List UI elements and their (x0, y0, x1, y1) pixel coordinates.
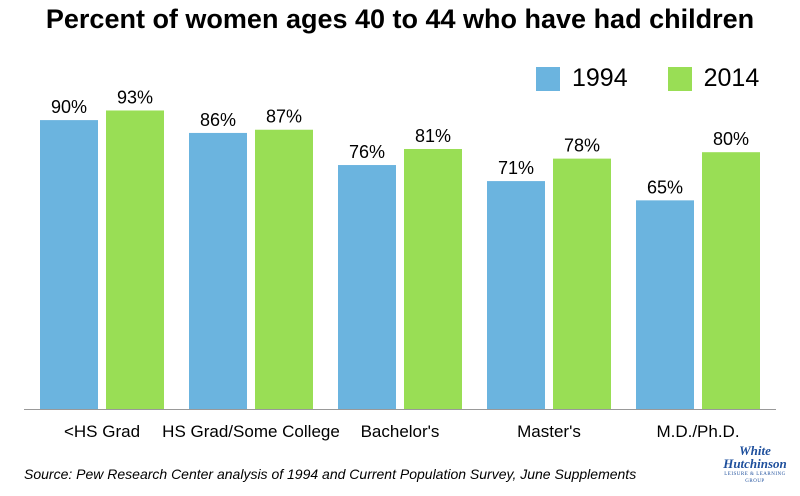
legend-swatch-1994 (536, 66, 560, 91)
legend-item-1994: 1994 (536, 64, 628, 93)
bar-2014-hs-grad-some-college (255, 129, 313, 410)
x-tick-label-hs-grad: <HS Grad (64, 422, 140, 441)
company-logo: White Hutchinson LEISURE & LEARNING GROU… (716, 444, 794, 492)
bar-1994-m-d-ph-d (636, 200, 694, 409)
x-tick-label-bachelor-s: Bachelor's (361, 422, 440, 441)
data-label-1994-hs-grad-some-college: 86% (200, 110, 236, 130)
x-tick-label-master-s: Master's (517, 422, 581, 441)
x-tick-label-hs-grad-some-college: HS Grad/Some College (162, 422, 340, 441)
bar-1994-bachelor-s (338, 165, 396, 409)
chart-title: Percent of women ages 40 to 44 who have … (45, 4, 755, 34)
logo-line-1: White (739, 443, 771, 458)
legend-label-2014: 2014 (703, 64, 760, 92)
data-label-1994-master-s: 71% (498, 158, 534, 178)
bar-2014-hs-grad (106, 110, 164, 409)
bar-1994-hs-grad-some-college (189, 132, 247, 409)
bar-1994-hs-grad (40, 120, 98, 409)
logo-tagline: LEISURE & LEARNING GROUP (724, 472, 786, 484)
legend-swatch-2014 (667, 66, 692, 91)
data-label-2014-hs-grad: 93% (117, 87, 153, 107)
data-label-2014-master-s: 78% (564, 136, 600, 156)
legend-item-2014: 2014 (667, 64, 760, 93)
legend-label-1994: 1994 (572, 64, 628, 92)
data-label-1994-m-d-ph-d: 65% (647, 177, 683, 197)
bar-2014-master-s (553, 158, 611, 409)
bar-2014-m-d-ph-d (702, 152, 760, 409)
data-label-1994-bachelor-s: 76% (349, 142, 385, 162)
chart-legend: 1994 2014 (536, 64, 799, 93)
data-label-2014-hs-grad-some-college: 87% (266, 107, 302, 127)
source-note: Source: Pew Research Center analysis of … (24, 466, 637, 482)
data-label-1994-hs-grad: 90% (51, 97, 87, 117)
x-tick-label-m-d-ph-d: M.D./Ph.D. (656, 422, 739, 441)
data-label-2014-bachelor-s: 81% (415, 126, 451, 146)
data-label-2014-m-d-ph-d: 80% (713, 129, 749, 149)
bar-2014-bachelor-s (404, 148, 462, 410)
bar-1994-master-s (487, 181, 545, 409)
logo-line-2: Hutchinson (723, 456, 787, 471)
